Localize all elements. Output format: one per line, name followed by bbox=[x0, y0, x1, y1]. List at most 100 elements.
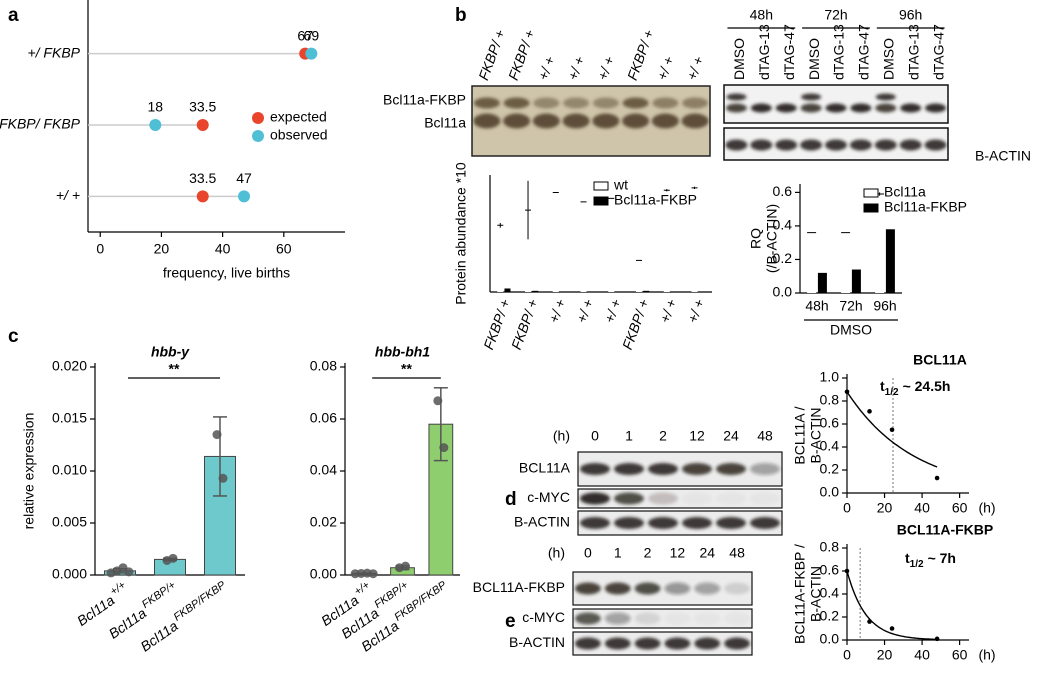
time-unit: (h) bbox=[548, 545, 565, 561]
x-tick-label: +/ + bbox=[656, 297, 679, 325]
axis-label: Protein abundance *10 bbox=[453, 162, 469, 305]
lane-label: 2 bbox=[659, 428, 667, 444]
lane-label: 12 bbox=[689, 428, 705, 444]
lane-label: 0 bbox=[591, 428, 599, 444]
blot-band bbox=[614, 463, 644, 475]
blot-band bbox=[648, 492, 678, 505]
blot-band bbox=[724, 582, 750, 595]
blot-band bbox=[899, 139, 922, 151]
row-label: BCL11A bbox=[519, 460, 571, 476]
lane-label: +/ + bbox=[683, 54, 706, 82]
lane-label: dTAG-13 bbox=[831, 24, 847, 80]
blot-band bbox=[924, 139, 947, 151]
blot-band bbox=[682, 493, 712, 505]
y-tick-label: 0.4 bbox=[773, 217, 793, 233]
x-tick-label: 0 bbox=[843, 647, 851, 663]
x-tick-label: +/ + bbox=[684, 297, 707, 325]
blot-band bbox=[614, 517, 644, 529]
blot-band bbox=[825, 139, 847, 151]
blot-band bbox=[716, 493, 746, 505]
blot-band bbox=[664, 582, 691, 595]
bar bbox=[851, 269, 861, 293]
blot-band bbox=[724, 637, 750, 650]
group-label: 48h bbox=[750, 7, 773, 23]
x-tick-label: FKBP/ + bbox=[619, 297, 652, 352]
legend-label: Bcl11a bbox=[884, 184, 926, 200]
lane-label: dTAG-47 bbox=[781, 24, 797, 80]
x-tick-label: 40 bbox=[914, 647, 930, 663]
y-tick-label: 0.6 bbox=[820, 415, 840, 431]
x-tick-label: FKBP/ + bbox=[508, 297, 541, 352]
y-tick-label: 0.4 bbox=[820, 438, 840, 454]
blot-band bbox=[725, 139, 748, 151]
blot-band bbox=[750, 493, 780, 505]
blot-band bbox=[580, 517, 610, 529]
y-tick-label: 0.000 bbox=[52, 566, 87, 582]
blot-band bbox=[801, 93, 822, 101]
blot bbox=[572, 571, 753, 606]
point bbox=[889, 427, 895, 433]
dot bbox=[238, 190, 251, 203]
point bbox=[934, 475, 940, 481]
lane-label: 48 bbox=[757, 428, 773, 444]
x-unit: (h) bbox=[978, 500, 995, 516]
half-life-symbol: t bbox=[880, 378, 885, 394]
blot-band bbox=[825, 103, 847, 113]
blot-band bbox=[694, 637, 721, 650]
y-tick-label: 0.0 bbox=[820, 484, 840, 500]
half-life-text: ~ 24.5h bbox=[903, 378, 951, 394]
significance-label: ** bbox=[401, 361, 412, 377]
legend-swatch bbox=[593, 181, 609, 191]
bar bbox=[504, 288, 511, 292]
blot-band bbox=[681, 113, 709, 129]
blot-band bbox=[800, 139, 823, 151]
point bbox=[368, 569, 378, 579]
y-tick-label: 1.0 bbox=[820, 369, 840, 385]
blot-band bbox=[648, 463, 678, 475]
blot-band bbox=[716, 463, 746, 475]
y-tick-label: 0.04 bbox=[310, 462, 337, 478]
category-genotype: +/+ bbox=[352, 579, 372, 598]
lane-label: +/ + bbox=[594, 54, 617, 82]
blot-band bbox=[473, 113, 501, 129]
blot-band bbox=[575, 637, 601, 650]
x-tick-label: 96h bbox=[873, 298, 896, 314]
lane-label: 1 bbox=[625, 428, 633, 444]
fit-curve bbox=[846, 570, 938, 641]
blot-band bbox=[473, 97, 500, 109]
lane-label: DMSO bbox=[731, 38, 747, 80]
blot-band bbox=[634, 637, 661, 650]
lane-label: FKBP/ + bbox=[475, 27, 508, 82]
dot bbox=[196, 119, 209, 131]
x-tick-label: 48h bbox=[805, 298, 828, 314]
bar bbox=[532, 290, 539, 292]
axis-label: B-ACTIN bbox=[808, 408, 824, 464]
x-tick-label: 60 bbox=[952, 500, 968, 516]
blot-band bbox=[652, 97, 679, 109]
blot-band bbox=[875, 103, 897, 113]
category-genotype: FKBP/+ bbox=[140, 579, 179, 611]
y-tick-label: 0.08 bbox=[310, 358, 337, 374]
category-genotype: +/+ bbox=[108, 579, 128, 598]
y-tick-label: 0.6 bbox=[820, 562, 840, 578]
blot-band bbox=[533, 97, 560, 109]
blot-band bbox=[665, 613, 691, 625]
y-tick-label: 0.6 bbox=[773, 183, 793, 199]
panel-label: a bbox=[8, 5, 19, 26]
data-label: 18 bbox=[148, 99, 164, 115]
blot-band bbox=[651, 113, 679, 129]
blot-band bbox=[726, 93, 747, 101]
chart-title: hbb-bh1 bbox=[375, 344, 430, 360]
blot-band bbox=[849, 139, 872, 151]
row-label: BCL11A-FKBP bbox=[473, 579, 565, 595]
axis-label: relative expression bbox=[21, 413, 37, 530]
point bbox=[867, 409, 872, 414]
band-label: Bcl11a-FKBP bbox=[383, 92, 466, 108]
blot-band bbox=[750, 139, 773, 151]
band-label: B-ACTIN bbox=[975, 148, 1031, 164]
row-label: c-MYC bbox=[527, 489, 570, 505]
data-label: 33.5 bbox=[189, 170, 216, 186]
x-tick-label: 40 bbox=[215, 241, 231, 257]
category-name: Bcl11a bbox=[137, 617, 181, 654]
